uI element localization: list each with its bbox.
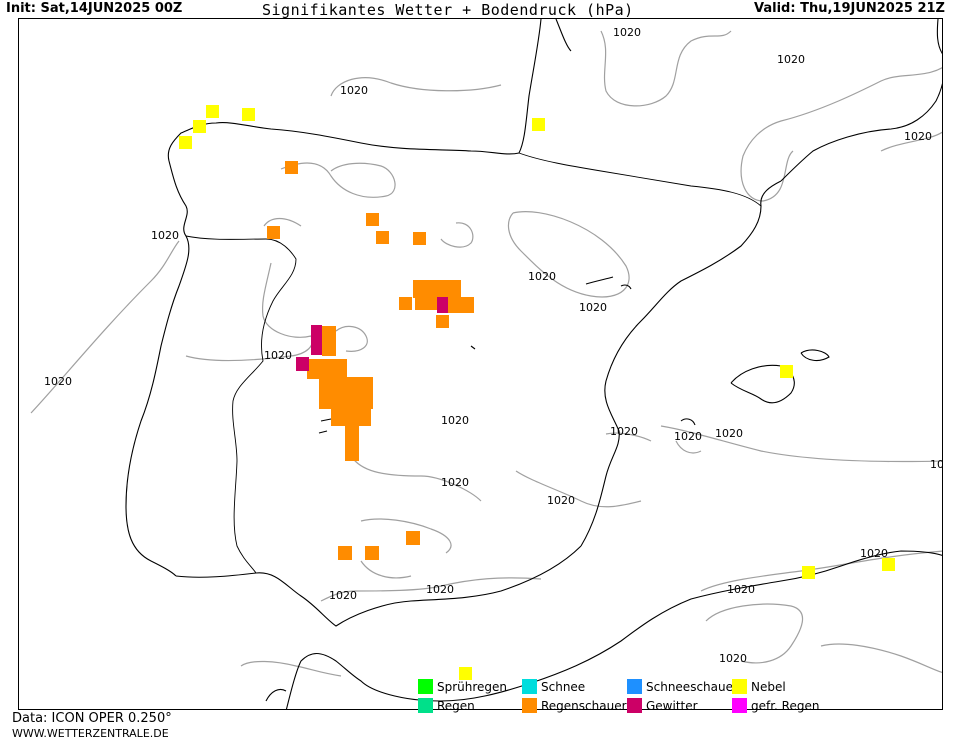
isobar-label: 1020 [441,476,469,489]
isobar-label: 1020 [674,430,702,443]
isobar-label: 1020 [340,84,368,97]
map-title: Signifikantes Wetter + Bodendruck (hPa) [262,1,634,19]
isobar-label: 1020 [547,494,575,507]
coastlines [125,19,942,709]
isobar-label: 1020 [44,375,72,388]
isobar-label: 1020 [426,583,454,596]
website: WWW.WETTERZENTRALE.DE [12,727,169,740]
legend-swatch [522,679,537,694]
weather-symbols [179,105,895,680]
isobar-label: 1020 [264,349,292,362]
isobar-label: 1020 [930,458,943,471]
legend-swatch [732,698,747,713]
showers-cells [267,161,474,560]
isobar-label: 1020 [727,583,755,596]
isobar-label: 1020 [904,130,932,143]
data-source: Data: ICON OPER 0.250° [12,711,172,726]
weather-map: 1020 1020 1020 1020 1020 1020 1020 1020 … [30,19,943,709]
init-time: Init: Sat,14JUN2025 00Z [6,1,183,16]
isobar-label: 1020 [613,26,641,39]
isobar-label: 1020 [610,425,638,438]
thunderstorm-cells [296,297,448,371]
isobar-label: 1020 [151,229,179,242]
isobar-label: 1020 [579,301,607,314]
isobar-label: 1020 [860,547,888,560]
map-frame: 1020 1020 1020 1020 1020 1020 1020 1020 … [18,18,943,710]
isobar-label: 1020 [777,53,805,66]
legend-swatch [418,698,433,713]
valid-time: Valid: Thu,19JUN2025 21Z [754,1,945,16]
isobar-label: 1020 [441,414,469,427]
isobar-label: 1020 [719,652,747,665]
isobar-label: 1020 [329,589,357,602]
fog-cells [179,105,895,680]
isobar-label: 1020 [528,270,556,283]
isobar-label: 1020 [715,427,743,440]
legend-swatch [627,698,642,713]
legend-swatch [627,679,642,694]
legend-swatch [522,698,537,713]
legend-swatch [732,679,747,694]
isobars [30,30,942,677]
legend-swatch [418,679,433,694]
isobar-labels: 1020 1020 1020 1020 1020 1020 1020 1020 … [44,26,943,665]
